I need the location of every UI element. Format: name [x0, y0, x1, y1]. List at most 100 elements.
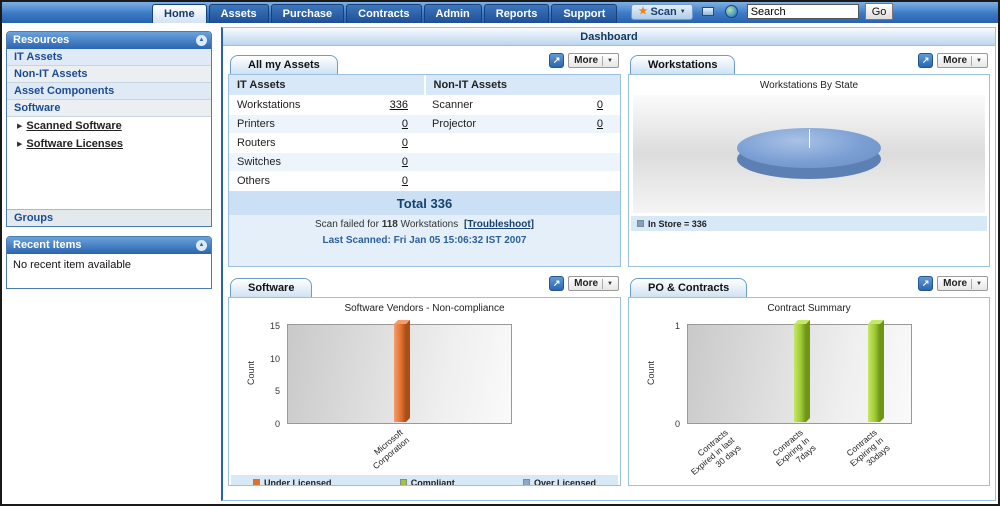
legend-swatch: [522, 479, 530, 485]
switches-count-link[interactable]: 0: [401, 156, 408, 168]
panel-head: Workstations ↗ More ▼: [628, 51, 990, 74]
sidebar-item-it-assets[interactable]: IT Assets: [7, 49, 211, 66]
assets-total: Total 336: [229, 191, 620, 215]
sidebar-item-asset-components[interactable]: Asset Components: [7, 83, 211, 100]
chart-title: Workstations By State: [759, 80, 859, 91]
tab-reports[interactable]: Reports: [483, 4, 550, 23]
globe-glyph: [725, 5, 739, 18]
tab-admin[interactable]: Admin: [423, 4, 482, 23]
workstation-icon[interactable]: [699, 4, 717, 20]
panel-title-all-my-assets: All my Assets: [230, 55, 338, 74]
sidebar-item-software-licenses[interactable]: ▶ Software Licenses: [7, 135, 211, 153]
scanner-count-link[interactable]: 0: [596, 99, 603, 111]
more-label: More: [574, 55, 599, 66]
legend-item: Compliant: [399, 478, 455, 485]
routers-count-link[interactable]: 0: [401, 137, 408, 149]
legend-swatch: [253, 479, 260, 485]
legend-item: Under Licensed: [253, 478, 332, 485]
printers-count-link[interactable]: 0: [401, 118, 408, 130]
x-tick-label: Contracts Expired in last 30 days: [688, 427, 743, 477]
export-icon[interactable]: ↗: [918, 276, 934, 291]
export-icon[interactable]: ↗: [549, 276, 565, 291]
y-axis-ticks: 0 5 10 15: [257, 321, 283, 429]
pie-legend: In Store = 336: [631, 216, 987, 231]
arrow-right-icon: ▶: [17, 123, 23, 130]
globe-icon[interactable]: [723, 4, 741, 20]
table-row: Others 0: [229, 172, 620, 191]
export-icon[interactable]: ↗: [918, 53, 934, 68]
pie-slice-divider: [809, 129, 810, 148]
workstations-chart-body: Workstations By State In Store = 336: [628, 74, 990, 267]
more-label: More: [943, 55, 968, 66]
assets-table-header: IT Assets Non-IT Assets: [229, 75, 620, 96]
others-count-link[interactable]: 0: [401, 175, 408, 187]
export-icon[interactable]: ↗: [549, 53, 565, 68]
search-input[interactable]: [746, 4, 859, 19]
recent-items-title: Recent Items: [13, 239, 82, 251]
table-row: Workstations 336 Scanner 0: [229, 96, 620, 115]
row-label: [424, 134, 555, 152]
more-button[interactable]: More ▼: [568, 53, 619, 68]
y-tick-label: 5: [274, 386, 280, 397]
y-tick-label: 15: [269, 321, 280, 331]
recent-items-panel: Recent Items ▲ No recent item available: [6, 236, 212, 289]
y-tick-label: 1: [674, 321, 680, 331]
table-row: Switches 0: [229, 153, 620, 172]
scan-button[interactable]: ★ Scan ▼: [631, 3, 693, 20]
projector-count-link[interactable]: 0: [596, 118, 603, 130]
panel-actions: ↗ More ▼: [918, 53, 988, 68]
chevron-down-icon: ▼: [607, 57, 613, 64]
legend-swatch: [637, 220, 644, 227]
bar-microsoft-corporation: [393, 320, 410, 422]
row-label: Scanner: [432, 99, 473, 111]
y-axis-label: Count: [246, 360, 256, 386]
collapse-icon[interactable]: ▲: [196, 35, 207, 46]
x-tick-label: Contracts Expiring In 30days: [844, 427, 892, 469]
chart-title: Contract Summary: [767, 303, 851, 314]
chart-title: Software Vendors - Non-compliance: [344, 303, 505, 314]
more-button[interactable]: More ▼: [937, 276, 988, 291]
x-axis-labels: Microsoft Corporation: [287, 427, 512, 474]
workstations-pie-chart: [633, 95, 985, 213]
workstations-count-link[interactable]: 336: [389, 99, 408, 111]
go-button[interactable]: Go: [864, 3, 894, 20]
bar-contracts-expiring-in-7days: [793, 320, 810, 422]
panel-actions: ↗ More ▼: [918, 276, 988, 291]
sidebar-item-non-it-assets[interactable]: Non-IT Assets: [7, 66, 211, 83]
legend-swatch: [399, 479, 407, 485]
po-contracts-panel: PO & Contracts ↗ More ▼ Contract Summary…: [628, 274, 990, 486]
tab-assets[interactable]: Assets: [208, 4, 269, 23]
row-label: [424, 172, 555, 190]
pie-slice-in-store: [737, 128, 881, 168]
scan-failed-unit: Workstations: [400, 219, 459, 230]
tab-support[interactable]: Support: [551, 4, 618, 23]
troubleshoot-link[interactable]: [Troubleshoot]: [464, 219, 535, 230]
legend-label: In Store = 336: [648, 218, 707, 229]
resources-title: Resources: [13, 34, 70, 46]
sidebar-item-software[interactable]: Software: [7, 100, 211, 117]
divider: [602, 55, 604, 66]
more-button[interactable]: More ▼: [937, 53, 988, 68]
more-button[interactable]: More ▼: [568, 276, 619, 291]
sidebar-item-scanned-software[interactable]: ▶ Scanned Software: [7, 117, 211, 135]
resources-header: Resources ▲: [7, 32, 211, 49]
row-label: Routers: [237, 137, 276, 149]
arrow-right-icon: ▶: [17, 141, 23, 148]
last-scanned-text: Last Scanned: Fri Jan 05 15:06:32 IST 20…: [229, 232, 620, 250]
tab-contracts[interactable]: Contracts: [346, 4, 422, 23]
sidebar-item-groups[interactable]: Groups: [7, 209, 211, 226]
panel-title-po-contracts: PO & Contracts: [630, 278, 748, 297]
chevron-down-icon: ▼: [976, 280, 982, 287]
tab-home[interactable]: Home: [152, 4, 207, 23]
sidebar-filler: [7, 153, 211, 209]
software-bar-chart: Count 0 5 10 15 Microsoft Corporation: [229, 318, 620, 472]
sidebar: Resources ▲ IT Assets Non-IT Assets Asse…: [6, 31, 212, 298]
collapse-icon[interactable]: ▲: [196, 240, 207, 251]
bar-contracts-expiring-in-30days: [867, 320, 884, 422]
tab-purchase[interactable]: Purchase: [270, 4, 345, 23]
divider: [971, 55, 973, 66]
more-label: More: [943, 278, 968, 289]
